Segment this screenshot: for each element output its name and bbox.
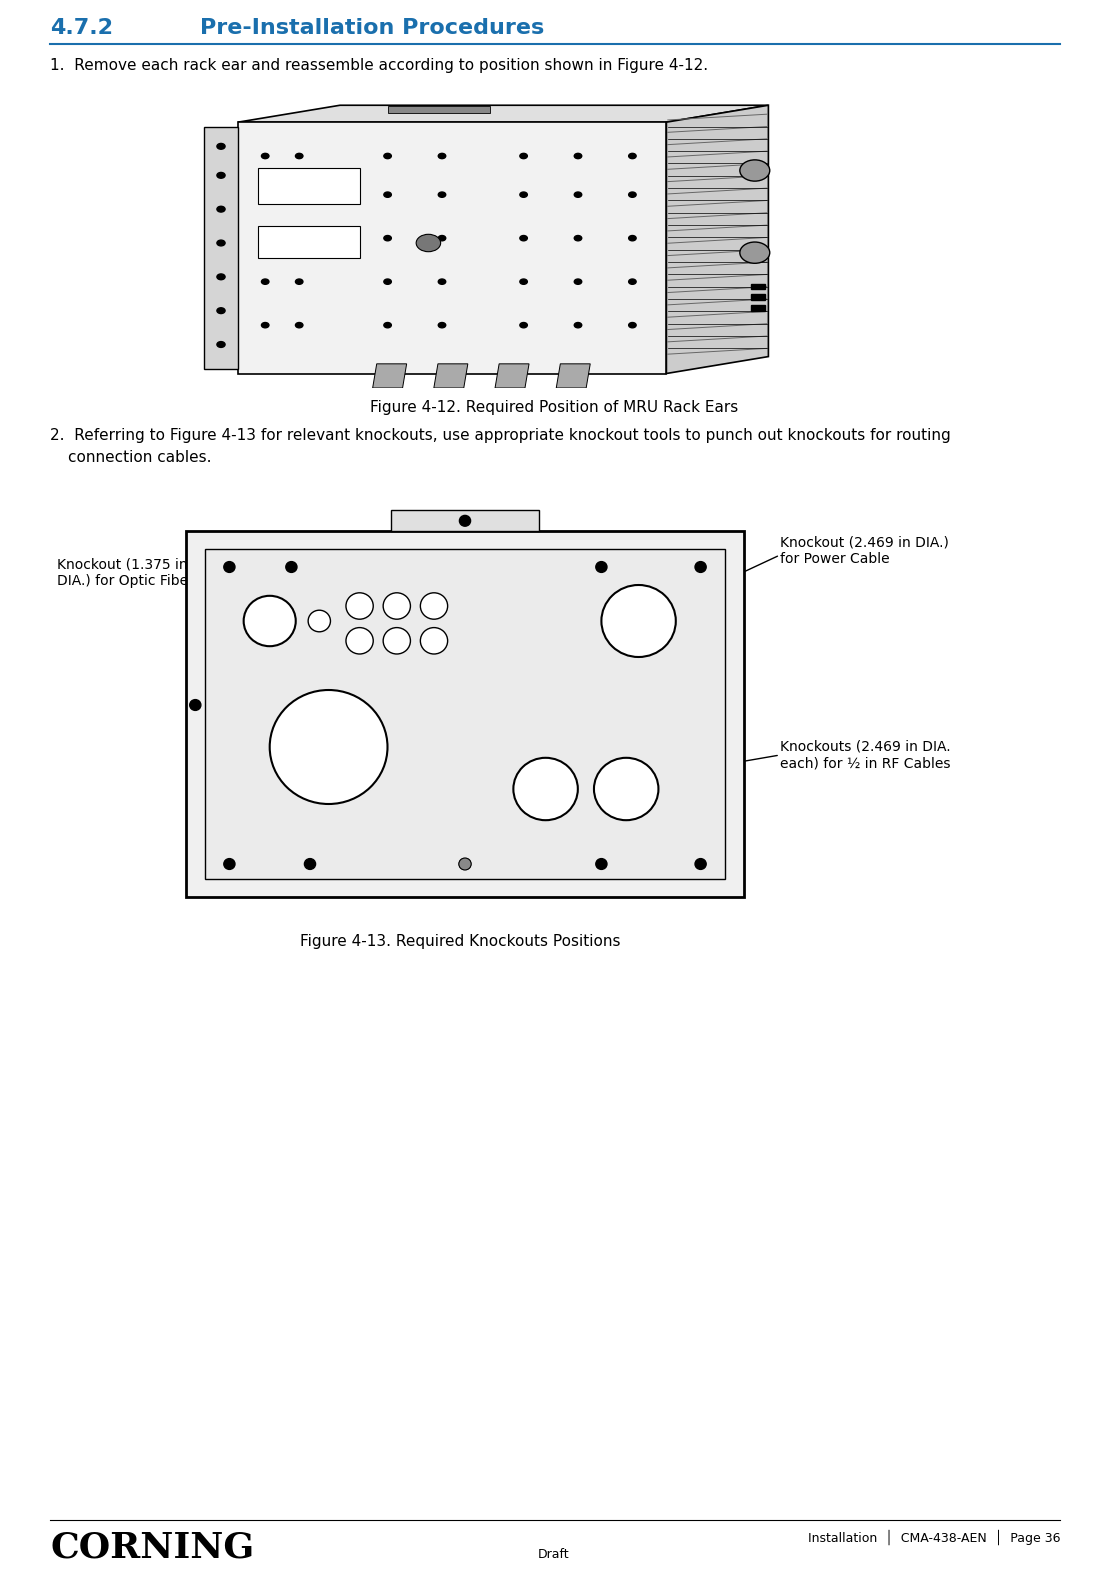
Circle shape (740, 160, 770, 180)
Circle shape (438, 154, 446, 158)
Circle shape (520, 323, 528, 328)
Circle shape (629, 191, 637, 198)
Circle shape (596, 562, 607, 573)
Text: 1.  Remove each rack ear and reassemble according to position shown in Figure 4-: 1. Remove each rack ear and reassemble a… (50, 58, 709, 74)
Circle shape (217, 206, 225, 212)
Polygon shape (238, 105, 769, 122)
Circle shape (596, 858, 607, 869)
Polygon shape (238, 122, 667, 373)
Circle shape (574, 191, 582, 198)
Circle shape (520, 191, 528, 198)
Bar (204, 549, 725, 879)
Circle shape (286, 562, 297, 573)
Text: 2.  Referring to Figure 4-13 for relevant knockouts, use appropriate knockout to: 2. Referring to Figure 4-13 for relevant… (50, 428, 950, 442)
Circle shape (384, 154, 391, 158)
Circle shape (384, 593, 410, 620)
Circle shape (438, 279, 446, 284)
Circle shape (601, 585, 675, 657)
Bar (752, 284, 765, 289)
Text: Pre-Installation Procedures: Pre-Installation Procedures (200, 17, 545, 38)
Polygon shape (373, 364, 407, 388)
Circle shape (262, 191, 269, 198)
Circle shape (629, 323, 637, 328)
Circle shape (740, 242, 770, 264)
Text: Figure 4-13. Required Knockouts Positions: Figure 4-13. Required Knockouts Position… (299, 934, 620, 949)
Circle shape (574, 279, 582, 284)
Circle shape (295, 154, 303, 158)
Circle shape (520, 279, 528, 284)
Circle shape (295, 191, 303, 198)
Circle shape (295, 235, 303, 240)
Circle shape (346, 628, 374, 654)
Circle shape (244, 596, 296, 646)
Circle shape (384, 191, 391, 198)
Circle shape (217, 173, 225, 179)
Text: Figure 4-12. Required Position of MRU Rack Ears: Figure 4-12. Required Position of MRU Ra… (370, 400, 739, 414)
Text: connection cables.: connection cables. (68, 450, 212, 464)
Circle shape (295, 323, 303, 328)
Text: CORNING: CORNING (50, 1530, 254, 1564)
Circle shape (217, 240, 225, 246)
Bar (258, 168, 360, 204)
Circle shape (629, 279, 637, 284)
Circle shape (574, 323, 582, 328)
Circle shape (695, 858, 706, 869)
Circle shape (574, 235, 582, 240)
Circle shape (217, 143, 225, 149)
Polygon shape (557, 364, 590, 388)
Bar (752, 304, 765, 311)
Polygon shape (204, 127, 238, 369)
Text: Installation  │  CMA-438-AEN  │  Page 36: Installation │ CMA-438-AEN │ Page 36 (807, 1530, 1060, 1545)
Circle shape (420, 593, 448, 620)
Text: 4.7.2: 4.7.2 (50, 17, 113, 38)
Circle shape (262, 279, 269, 284)
Circle shape (629, 235, 637, 240)
Circle shape (695, 562, 706, 573)
Circle shape (594, 758, 659, 821)
Text: Knockout (2.469 in DIA.)
for Power Cable: Knockout (2.469 in DIA.) for Power Cable (780, 537, 949, 566)
Text: Draft: Draft (538, 1549, 570, 1561)
Bar (388, 107, 489, 113)
Circle shape (420, 628, 448, 654)
Circle shape (262, 323, 269, 328)
Circle shape (262, 154, 269, 158)
Bar (186, 530, 744, 897)
Circle shape (308, 610, 330, 632)
Circle shape (346, 593, 374, 620)
Circle shape (416, 234, 440, 251)
Circle shape (384, 279, 391, 284)
Circle shape (217, 275, 225, 279)
Circle shape (217, 308, 225, 314)
Circle shape (459, 858, 470, 869)
Text: Knockout (1.375 in
DIA.) for Optic Fiber: Knockout (1.375 in DIA.) for Optic Fiber (57, 559, 194, 588)
Circle shape (262, 235, 269, 240)
Circle shape (459, 858, 471, 869)
Circle shape (269, 690, 387, 803)
Circle shape (574, 154, 582, 158)
Circle shape (217, 342, 225, 347)
Polygon shape (495, 364, 529, 388)
Polygon shape (667, 105, 769, 373)
Circle shape (438, 323, 446, 328)
Bar (390, 510, 539, 530)
Circle shape (190, 700, 201, 711)
Circle shape (304, 858, 316, 869)
Circle shape (513, 758, 578, 821)
Polygon shape (434, 364, 468, 388)
Bar (752, 295, 765, 300)
Bar (258, 226, 360, 257)
Circle shape (520, 235, 528, 240)
Circle shape (224, 858, 235, 869)
Circle shape (224, 562, 235, 573)
Circle shape (384, 628, 410, 654)
Circle shape (459, 515, 470, 526)
Circle shape (438, 235, 446, 240)
Circle shape (520, 154, 528, 158)
Circle shape (384, 323, 391, 328)
Circle shape (438, 191, 446, 198)
Text: Knockouts (2.469 in DIA.
each) for ½ in RF Cables: Knockouts (2.469 in DIA. each) for ½ in … (780, 741, 950, 770)
Circle shape (629, 154, 637, 158)
Circle shape (295, 279, 303, 284)
Circle shape (384, 235, 391, 240)
